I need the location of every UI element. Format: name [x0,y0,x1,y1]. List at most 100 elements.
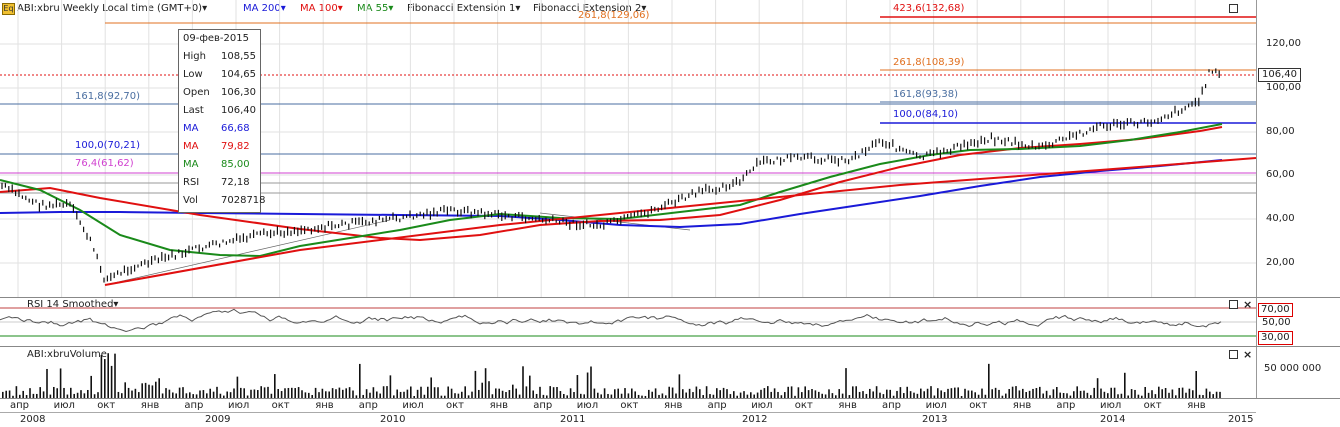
volume-bar [797,387,800,398]
volume-bar [1096,378,1099,398]
month-label: июл [925,400,947,411]
price-tick-label: 60,00 [1266,169,1295,180]
ma55-menu[interactable]: MA 55▾ [357,3,394,14]
volume-bar [746,394,749,398]
volume-chart[interactable] [0,347,1256,398]
volume-bar [750,392,752,398]
tooltip-date: 09-фев-2015 [183,33,249,44]
volume-bar [512,384,514,398]
volume-close-icon[interactable]: × [1243,348,1253,361]
volume-bar [25,395,28,398]
volume-bar [369,392,371,398]
ma-long-red-line [104,157,1256,286]
tooltip-value: 106,40 [221,105,256,116]
rsi-close-icon[interactable]: × [1243,298,1253,311]
volume-bar [246,395,249,398]
volume-bar [824,394,827,398]
volume-bar [1110,387,1112,398]
symbol-menu[interactable]: ABI:xbru Weekly Local time (GMT+0)▾ [17,3,208,14]
volume-bar [1185,392,1187,398]
price-axis [1256,0,1340,297]
rsi-pane-divider[interactable] [0,297,1340,298]
volume-bar [984,394,987,398]
volume-bar [937,388,939,398]
volume-bar [828,389,830,398]
volume-bar [624,388,626,398]
volume-bar [501,390,504,398]
volume-bar [743,391,745,398]
volume-bar [964,388,966,398]
volume-pane-divider[interactable] [0,346,1340,347]
fib2-menu[interactable]: Fibonacci Extension 2▾ [533,3,647,14]
volume-bar [433,387,436,398]
tooltip-value: 66,68 [221,123,250,134]
maximize-icon[interactable] [1229,4,1238,13]
volume-bar [1188,388,1191,398]
volume-bar [15,386,18,398]
volume-bar [882,394,885,398]
volume-bar [777,391,779,398]
volume-bar [87,389,89,398]
volume-bar [110,365,113,398]
volume-bar [138,392,140,398]
volume-bar [1144,386,1146,398]
volume-bar [29,388,31,398]
chart-header: Eq ABI:xbru Weekly Local time (GMT+0)▾ M… [0,0,1256,18]
volume-bar [345,388,347,398]
volume-bar [495,388,497,398]
month-label: апр [358,400,378,411]
volume-bar [920,388,922,398]
tooltip-label: RSI [183,177,200,188]
volume-bar [617,388,619,398]
ma200-menu[interactable]: MA 200▾ [243,3,286,14]
rsi-maximize-icon[interactable] [1229,300,1238,309]
volume-bar [1219,391,1221,398]
volume-maximize-icon[interactable] [1229,350,1238,359]
year-label: 2014 [1100,414,1126,425]
volume-bar [1100,388,1102,398]
volume-bar [767,386,769,398]
volume-bar [304,392,307,398]
volume-bar [923,391,925,398]
symbol-badge[interactable]: Eq [2,3,15,15]
volume-bar [971,390,973,398]
volume-bar [1130,389,1133,398]
volume-bar [226,391,228,398]
ma100-menu[interactable]: MA 100▾ [300,3,343,14]
volume-bar [70,387,72,398]
volume-bar [104,359,106,398]
trend-line-gray [104,219,391,286]
volume-bar [699,389,701,398]
volume-bar [450,388,453,398]
volume-bar [474,370,477,398]
volume-bar [535,393,538,398]
volume-bar [182,387,184,398]
volume-bar [909,391,912,398]
volume-bar [549,386,551,398]
volume-bar [2,391,4,398]
volume-bar [896,390,898,398]
volume-bar [566,395,568,398]
volume-tick-label: 50 000 000 [1264,363,1322,374]
volume-bar [933,395,936,398]
volume-bar [127,387,130,398]
volume-bar [1158,386,1160,398]
rsi-chart[interactable] [0,298,1256,346]
volume-bar [1045,390,1048,398]
volume-bar [1154,394,1157,398]
volume-axis [1256,347,1340,398]
volume-bar [328,391,330,398]
month-label: апр [1056,400,1076,411]
volume-bar [855,386,857,398]
month-label: июл [1100,400,1122,411]
fib1-menu[interactable]: Fibonacci Extension 1▾ [407,3,521,14]
volume-bar [121,393,123,398]
volume-bar [678,374,681,398]
tooltip-label: MA [183,123,199,134]
volume-bar [284,388,286,398]
volume-bar [818,391,820,398]
volume-bar [1205,388,1208,398]
tooltip-row: Vol 7028718 [183,192,266,210]
rsi-title[interactable]: RSI 14 Smoothed▾ [27,299,119,310]
fib-261-label: 261,8(108,39) [893,57,965,68]
